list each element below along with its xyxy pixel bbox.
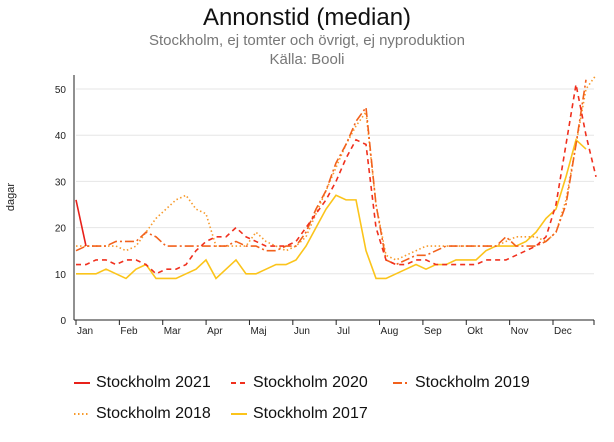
legend-item: Stockholm 2020 xyxy=(231,374,368,392)
x-tick-label: Sep xyxy=(424,326,442,337)
x-tick-label: Okt xyxy=(467,326,483,337)
chart-subtitle: Stockholm, ej tomter och övrigt, ej nypr… xyxy=(149,32,465,49)
chart-title: Annonstid (median) xyxy=(202,4,412,31)
legend-item: Stockholm 2017 xyxy=(231,405,368,423)
y-tick-label: 20 xyxy=(55,224,67,235)
legend-swatch xyxy=(393,382,409,384)
y-axis-label: dagar xyxy=(5,183,17,211)
y-tick-label: 50 xyxy=(55,85,67,96)
legend-swatch xyxy=(74,382,90,384)
series-line-stockholm-2017 xyxy=(76,138,587,280)
series-line-stockholm-2021 xyxy=(75,199,87,247)
y-tick-label: 0 xyxy=(60,316,66,327)
legend-swatch xyxy=(74,413,90,415)
x-tick-label: Maj xyxy=(250,326,266,337)
legend-swatch xyxy=(231,413,247,415)
x-tick-label: Apr xyxy=(207,326,223,337)
legend-label: Stockholm 2020 xyxy=(253,374,368,391)
x-tick-label: Jan xyxy=(77,326,93,337)
x-tick-label: Dec xyxy=(554,326,572,337)
legend-swatch xyxy=(231,382,247,384)
x-tick-label: Jul xyxy=(337,326,350,337)
x-tick-label: Feb xyxy=(120,326,138,337)
x-tick-label: Mar xyxy=(164,326,182,337)
legend-item: Stockholm 2019 xyxy=(393,374,530,392)
y-tick-label: 30 xyxy=(55,177,67,188)
legend-label: Stockholm 2021 xyxy=(96,374,211,391)
series-line-stockholm-2018 xyxy=(76,74,597,261)
legend-item: Stockholm 2021 xyxy=(74,374,211,392)
y-tick-label: 40 xyxy=(55,131,67,142)
y-tick-label: 10 xyxy=(55,270,67,281)
x-tick-label: Aug xyxy=(381,326,399,337)
chart-source: Källa: Booli xyxy=(269,51,345,68)
legend-label: Stockholm 2019 xyxy=(415,374,530,391)
x-tick-label: Jun xyxy=(294,326,310,337)
legend-item: Stockholm 2018 xyxy=(74,405,211,423)
series-line-stockholm-2019 xyxy=(75,79,587,266)
legend-label: Stockholm 2018 xyxy=(96,405,211,422)
legend-label: Stockholm 2017 xyxy=(253,405,368,422)
x-tick-label: Nov xyxy=(511,326,529,337)
